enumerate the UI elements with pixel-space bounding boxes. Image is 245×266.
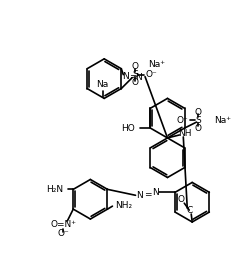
Text: N: N — [122, 72, 129, 81]
Text: O: O — [178, 195, 185, 204]
Text: O: O — [195, 108, 202, 117]
Text: O: O — [132, 62, 139, 71]
Text: H₂N: H₂N — [46, 185, 63, 194]
Text: HO: HO — [121, 123, 135, 132]
Text: S: S — [132, 70, 138, 79]
Text: O⁻: O⁻ — [145, 70, 157, 79]
Text: Na⁺: Na⁺ — [214, 116, 231, 125]
Text: O: O — [132, 78, 139, 87]
Text: N: N — [135, 73, 142, 82]
Text: N: N — [136, 191, 143, 200]
Text: Na⁺: Na⁺ — [148, 60, 165, 69]
Text: NH₂: NH₂ — [115, 201, 133, 210]
Text: NH: NH — [179, 128, 192, 138]
Text: O=N⁺: O=N⁺ — [50, 221, 76, 230]
Text: =: = — [129, 72, 137, 81]
Text: Na: Na — [96, 81, 108, 89]
Text: N: N — [152, 188, 159, 197]
Text: O⁻: O⁻ — [58, 229, 69, 238]
Text: C: C — [186, 206, 192, 215]
Text: S: S — [196, 116, 201, 125]
Text: =: = — [144, 190, 151, 199]
Text: O: O — [195, 123, 202, 132]
Text: O⁻: O⁻ — [177, 116, 189, 125]
